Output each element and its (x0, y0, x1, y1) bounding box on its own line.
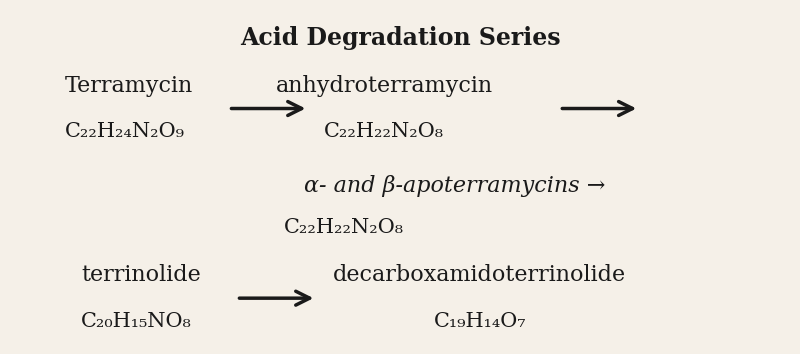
Text: terrinolide: terrinolide (81, 264, 201, 286)
Text: C₂₀H₁₅NO₈: C₂₀H₁₅NO₈ (81, 312, 192, 331)
Text: α- and β-apoterramycins →: α- and β-apoterramycins → (304, 175, 606, 197)
Text: C₁₉H₁₄O₇: C₁₉H₁₄O₇ (434, 312, 526, 331)
Text: anhydroterramycin: anhydroterramycin (275, 75, 493, 97)
Text: C₂₂H₂₄N₂O₉: C₂₂H₂₄N₂O₉ (65, 122, 185, 141)
Text: Acid Degradation Series: Acid Degradation Series (240, 26, 560, 50)
Text: decarboxamidoterrinolide: decarboxamidoterrinolide (333, 264, 626, 286)
Text: Terramycin: Terramycin (65, 75, 194, 97)
Text: C₂₂H₂₂N₂O₈: C₂₂H₂₂N₂O₈ (324, 122, 444, 141)
Text: C₂₂H₂₂N₂O₈: C₂₂H₂₂N₂O₈ (284, 218, 404, 238)
